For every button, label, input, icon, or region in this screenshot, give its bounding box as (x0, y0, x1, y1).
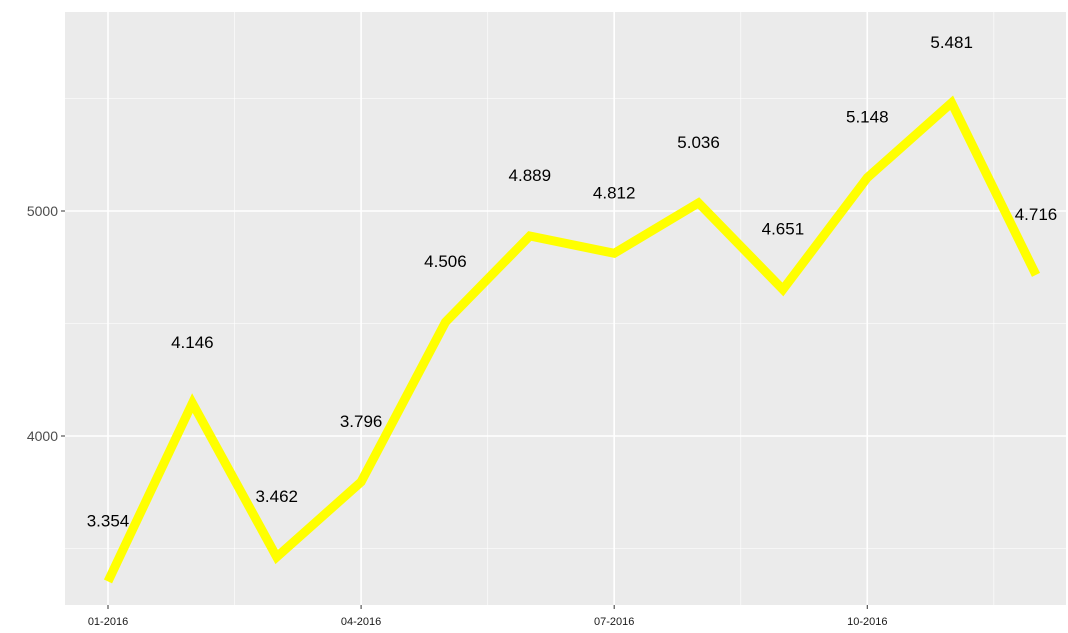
major-grid (65, 12, 1066, 605)
x-tick-label: 01-2016 (88, 616, 128, 628)
data-label: 4.812 (593, 183, 636, 202)
series-line (103, 95, 1041, 584)
x-tick-label: 07-2016 (594, 616, 634, 628)
data-label: 4.146 (171, 333, 214, 352)
data-label: 3.796 (340, 412, 383, 431)
data-label: 5.148 (846, 108, 889, 127)
data-labels: 3.354 4.146 3.462 3.796 4.506 4.889 4.812 5.036… (87, 33, 1058, 531)
data-label: 5.481 (930, 33, 973, 52)
data-label: 4.716 (1015, 205, 1058, 224)
series-layer (103, 95, 1041, 584)
y-tick-label: 5000 (27, 203, 58, 219)
axes: 4000 5000 01-2016 04-2016 07-2016 10-2016 (27, 203, 888, 628)
x-tick-label: 10-2016 (847, 616, 887, 628)
minor-grid (65, 12, 1066, 605)
data-label: 4.506 (424, 252, 467, 271)
data-label: 3.462 (255, 487, 298, 506)
plot-panel (65, 12, 1066, 605)
data-label: 5.036 (677, 133, 720, 152)
data-label: 3.354 (87, 511, 130, 530)
data-label: 4.889 (509, 166, 552, 185)
y-tick-label: 4000 (27, 428, 58, 444)
data-label: 4.651 (762, 220, 805, 239)
x-tick-label: 04-2016 (341, 616, 381, 628)
